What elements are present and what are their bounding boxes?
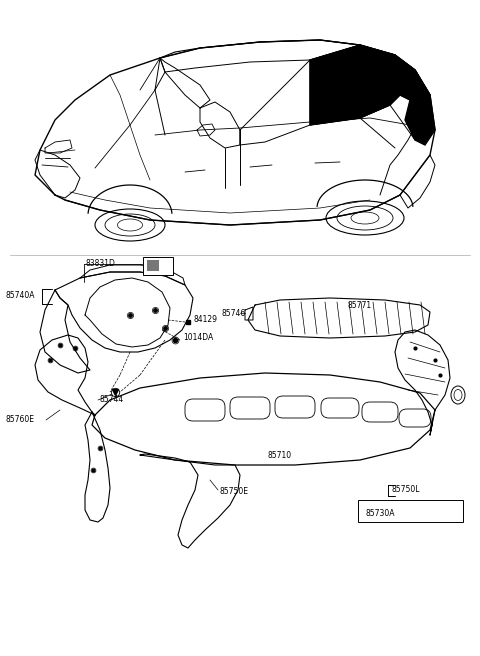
FancyBboxPatch shape (147, 260, 159, 271)
FancyBboxPatch shape (358, 500, 463, 522)
FancyBboxPatch shape (321, 398, 359, 418)
Text: 1014DA: 1014DA (183, 333, 213, 342)
Text: 85740A: 85740A (5, 291, 35, 300)
Text: 85750E: 85750E (220, 487, 249, 497)
Text: 85710: 85710 (268, 451, 292, 459)
Polygon shape (310, 45, 430, 125)
Text: 85730A: 85730A (365, 510, 395, 518)
Text: 85760E: 85760E (5, 415, 34, 424)
Text: 85771: 85771 (348, 302, 372, 310)
FancyBboxPatch shape (362, 402, 398, 422)
Text: 85744: 85744 (100, 396, 124, 405)
FancyBboxPatch shape (275, 396, 315, 418)
Text: 85750L: 85750L (392, 485, 420, 495)
FancyBboxPatch shape (399, 409, 431, 427)
Text: 84129: 84129 (193, 316, 217, 325)
Polygon shape (405, 70, 435, 145)
FancyBboxPatch shape (143, 257, 173, 275)
Text: 85746: 85746 (222, 308, 246, 318)
Text: 83831D: 83831D (85, 260, 115, 268)
FancyBboxPatch shape (185, 399, 225, 421)
FancyBboxPatch shape (230, 397, 270, 419)
